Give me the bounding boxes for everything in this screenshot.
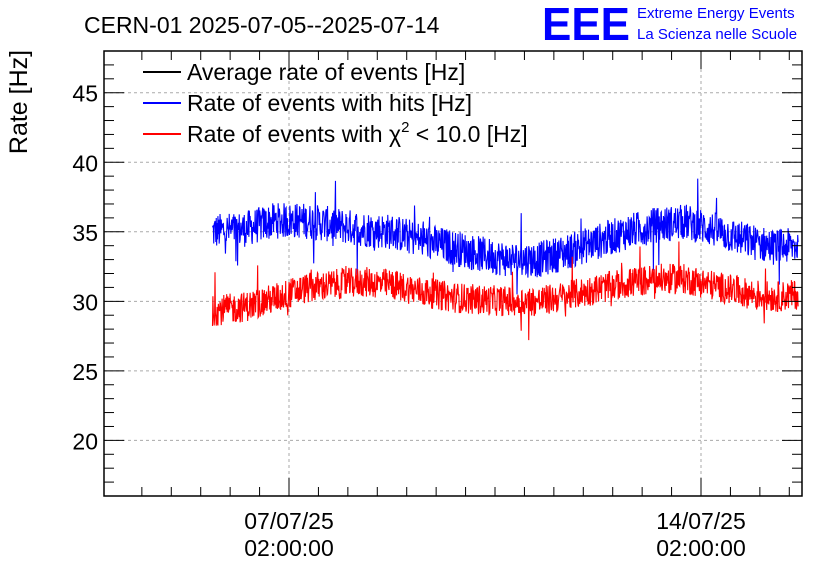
series-layer [211,178,799,341]
x-tick-label-date: 07/07/25 [244,508,334,534]
logo-tagline-1: Extreme Energy Events [637,5,795,22]
x-tick-label-time: 02:00:00 [244,535,334,561]
y-axis-label: Rate [Hz] [5,50,33,154]
chart-title: CERN-01 2025-07-05--2025-07-14 [84,12,440,38]
grid [104,51,802,496]
legend-label: Average rate of events [Hz] [187,59,465,85]
series-line-chi2 [211,241,799,341]
x-tick-label-time: 02:00:00 [656,535,746,561]
legend: Average rate of events [Hz] Rate of event… [143,59,528,147]
y-tick-label: 25 [72,359,98,385]
y-tick-label: 20 [72,428,98,454]
y-tick-label: 35 [72,220,98,246]
y-tick-label: 30 [72,289,98,315]
axes: 20253035404507/07/2502:00:0014/07/2502:0… [72,50,803,561]
legend-label: Rate of events with hits [Hz] [187,90,472,116]
legend-label: Rate of events with χ2 < 10.0 [Hz] [187,119,528,147]
plot-frame [103,50,803,497]
logo-tagline-2: La Scienza nelle Scuole [637,26,797,43]
x-tick-label-date: 14/07/25 [656,508,746,534]
y-tick-label: 45 [72,81,98,107]
eee-logo: EEE [542,0,630,50]
y-tick-label: 40 [72,150,98,176]
series-line-hits [212,178,799,295]
